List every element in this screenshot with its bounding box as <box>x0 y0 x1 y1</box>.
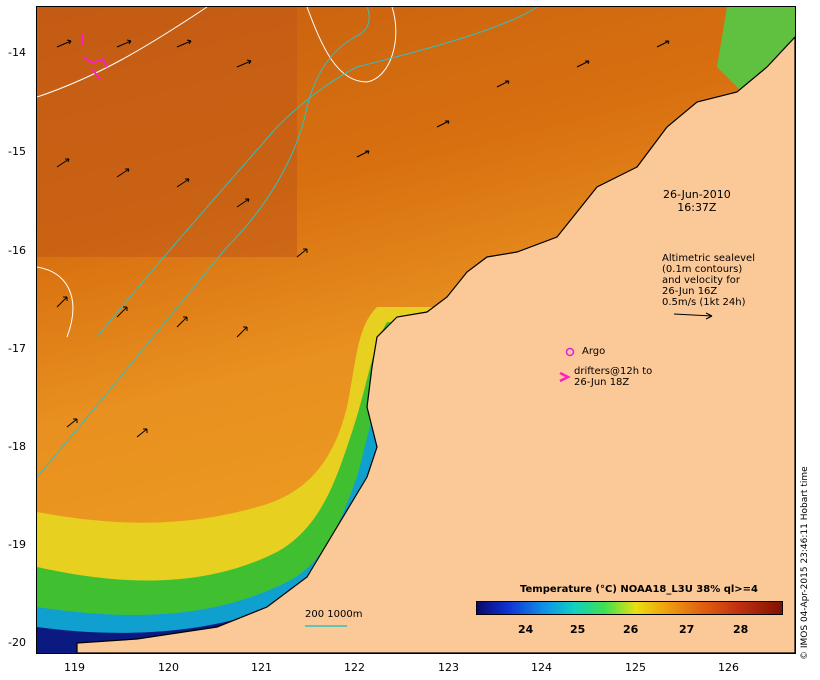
sealevel-contour <box>37 7 208 98</box>
warm-swath <box>37 7 297 257</box>
lon-tick: 124 <box>531 661 552 674</box>
sealevel-legend: Altimetric sealevel (0.1m contours) and … <box>662 253 755 308</box>
drifters-legend-line: drifters@12h to <box>574 366 653 377</box>
lon-tick: 126 <box>718 661 739 674</box>
lat-tick: -20 <box>8 636 26 649</box>
lon-tick: 121 <box>251 661 272 674</box>
land-mass <box>76 36 795 653</box>
depth-contour-1000m <box>37 7 370 478</box>
velocity-arrows <box>56 39 670 438</box>
colorbar-tick: 26 <box>623 623 639 636</box>
lat-tick: -15 <box>8 145 26 158</box>
time-text: 16:37Z <box>677 201 717 214</box>
argo-symbol <box>565 347 575 357</box>
drifter-symbol <box>559 371 571 383</box>
date-text: 26-Jun-2010 <box>663 188 731 201</box>
colorbar-title: Temperature (°C) NOAA18_L3U 38% ql>=4 <box>520 584 759 595</box>
velocity-scale-arrow <box>673 312 713 320</box>
sealevel-legend-line: (0.1m contours) <box>662 264 743 275</box>
sealevel-legend-line: 0.5m/s (1kt 24h) <box>662 297 746 308</box>
sst-map <box>36 6 796 654</box>
sealevel-contour <box>306 7 397 83</box>
lat-tick: -14 <box>8 46 26 59</box>
sst-map-svg <box>37 7 795 653</box>
sealevel-legend-line: 26-Jun 16Z <box>662 286 718 297</box>
colorbar-tick: 27 <box>679 623 695 636</box>
colorbar-tick: 25 <box>570 623 586 636</box>
drifter-tracks <box>82 33 108 80</box>
lon-tick: 119 <box>64 661 85 674</box>
drifters-legend: drifters@12h to 26-Jun 18Z <box>574 366 652 388</box>
lat-tick: -18 <box>8 440 26 453</box>
lon-tick: 123 <box>438 661 459 674</box>
lon-tick: 120 <box>158 661 179 674</box>
colorbar-tick: 28 <box>733 623 749 636</box>
watermark: © IMOS 04-Apr-2015 23:46:11 Hobart time <box>800 466 810 660</box>
lon-tick: 122 <box>344 661 365 674</box>
date-label: 26-Jun-2010 16:37Z <box>663 188 731 214</box>
drifters-legend-line: 26-Jun 18Z <box>574 377 630 388</box>
depth-contour-label: 200 1000m <box>305 609 363 620</box>
lon-tick: 125 <box>625 661 646 674</box>
lat-tick: -17 <box>8 342 26 355</box>
depth-contour-200m <box>96 7 538 338</box>
sealevel-legend-line: Altimetric sealevel <box>662 253 755 264</box>
sealevel-contour <box>37 266 74 338</box>
colorbar <box>476 601 783 615</box>
colorbar-tick: 24 <box>518 623 534 636</box>
lat-tick: -19 <box>8 538 26 551</box>
argo-label: Argo <box>582 346 606 357</box>
sealevel-legend-line: and velocity for <box>662 275 741 286</box>
lat-tick: -16 <box>8 244 26 257</box>
